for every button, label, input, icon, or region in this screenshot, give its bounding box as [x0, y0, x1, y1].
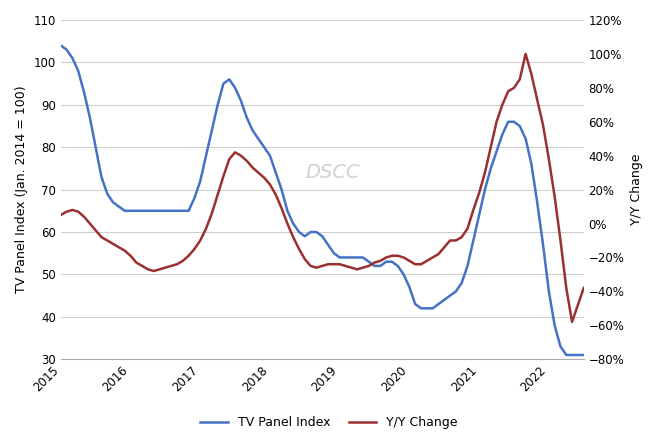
TV Panel Index [126, 208, 134, 214]
Y/Y Change [557, 238, 565, 243]
TV Panel Index [580, 352, 588, 358]
TV Panel Index [487, 166, 495, 171]
TV Panel Index [498, 132, 506, 137]
Y-axis label: Y/Y Change: Y/Y Change [630, 154, 643, 225]
Y/Y Change [214, 192, 222, 198]
Line: TV Panel Index: TV Panel Index [61, 45, 584, 355]
TV Panel Index [57, 43, 64, 48]
Line: Y/Y Change: Y/Y Change [61, 54, 584, 322]
Y-axis label: TV Panel Index (Jan. 2014 = 100): TV Panel Index (Jan. 2014 = 100) [15, 86, 28, 293]
Y/Y Change [417, 262, 425, 267]
Y/Y Change [522, 51, 530, 57]
TV Panel Index [214, 102, 222, 108]
Y/Y Change [568, 319, 576, 324]
Legend: TV Panel Index, Y/Y Change: TV Panel Index, Y/Y Change [195, 411, 463, 434]
TV Panel Index [417, 306, 425, 311]
Y/Y Change [498, 102, 506, 108]
TV Panel Index [551, 323, 559, 328]
Y/Y Change [126, 253, 134, 259]
Y/Y Change [487, 145, 495, 150]
Y/Y Change [580, 285, 588, 291]
Y/Y Change [57, 212, 64, 218]
Text: DSCC: DSCC [305, 163, 360, 182]
TV Panel Index [563, 352, 570, 358]
